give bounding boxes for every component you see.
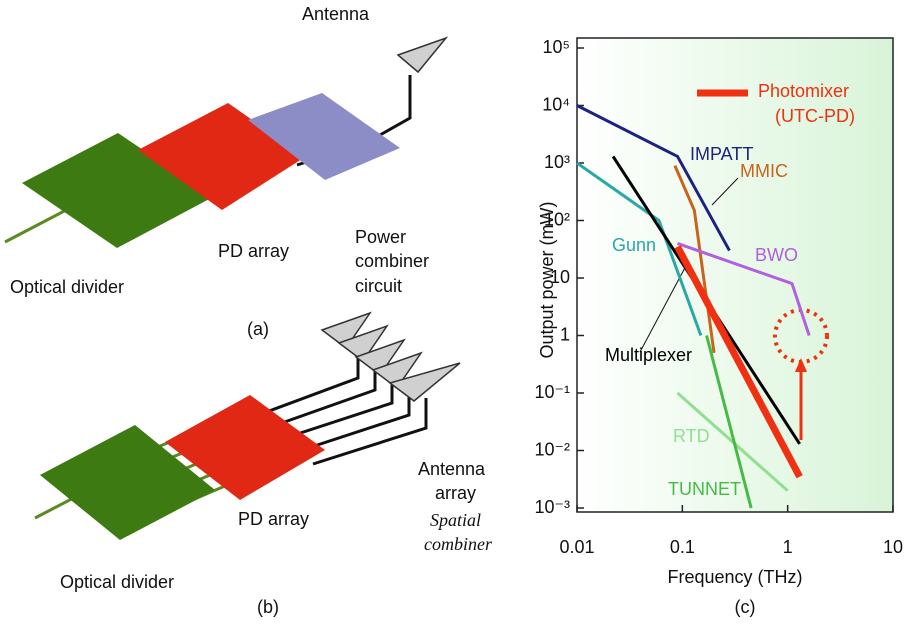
x-tick-label: 0.01	[559, 537, 594, 557]
caption: (b)	[257, 597, 279, 617]
series-label: Gunn	[612, 235, 656, 255]
label: PD array	[218, 241, 289, 261]
label: circuit	[355, 276, 402, 296]
y-tick-label: 10⁻²	[534, 439, 570, 459]
label: array	[435, 483, 476, 503]
series-label: Multiplexer	[605, 345, 692, 365]
y-tick-label: 10²	[544, 209, 570, 229]
series-label: TUNNET	[668, 479, 741, 499]
label: PD array	[238, 509, 309, 529]
caption: (c)	[735, 597, 756, 617]
y-tick-label: 10⁴	[542, 94, 570, 114]
label: Power	[355, 227, 406, 247]
y-tick-label: 10⁻¹	[534, 382, 570, 402]
label: Optical divider	[60, 572, 174, 592]
x-tick-label: 0.1	[670, 537, 695, 557]
x-tick-label: 10	[883, 537, 903, 557]
x-axis-label: Frequency (THz)	[667, 567, 802, 587]
series-label: MMIC	[740, 161, 788, 181]
x-tick-label: 1	[783, 537, 793, 557]
y-tick-label: 10³	[544, 152, 570, 172]
label: combiner	[424, 534, 493, 554]
y-tick-label: 10	[550, 267, 570, 287]
figure: Antenna Optical divider PD array Power c…	[0, 0, 908, 625]
caption: (a)	[247, 319, 269, 339]
legend-label: Photomixer	[758, 81, 849, 101]
y-tick-label: 1	[560, 324, 570, 344]
antenna-icon	[398, 38, 446, 72]
label: Spatial	[430, 510, 481, 530]
series-label: BWO	[755, 245, 798, 265]
chart: Output power (mW) Frequency (THz) (c) 10…	[534, 37, 903, 617]
legend-sublabel: (UTC-PD)	[775, 106, 855, 126]
label: Optical divider	[10, 277, 124, 297]
label: combiner	[355, 251, 429, 271]
diagram-a: Antenna Optical divider PD array Power c…	[5, 4, 446, 339]
series-label: RTD	[673, 426, 710, 446]
fiber	[5, 208, 70, 242]
diagram-b: Optical divider PD array Antenna array S…	[35, 313, 493, 617]
y-tick-label: 10⁻³	[534, 497, 570, 517]
label: Antenna	[302, 4, 370, 24]
label: Antenna	[418, 459, 486, 479]
y-tick-label: 10⁵	[543, 37, 570, 57]
